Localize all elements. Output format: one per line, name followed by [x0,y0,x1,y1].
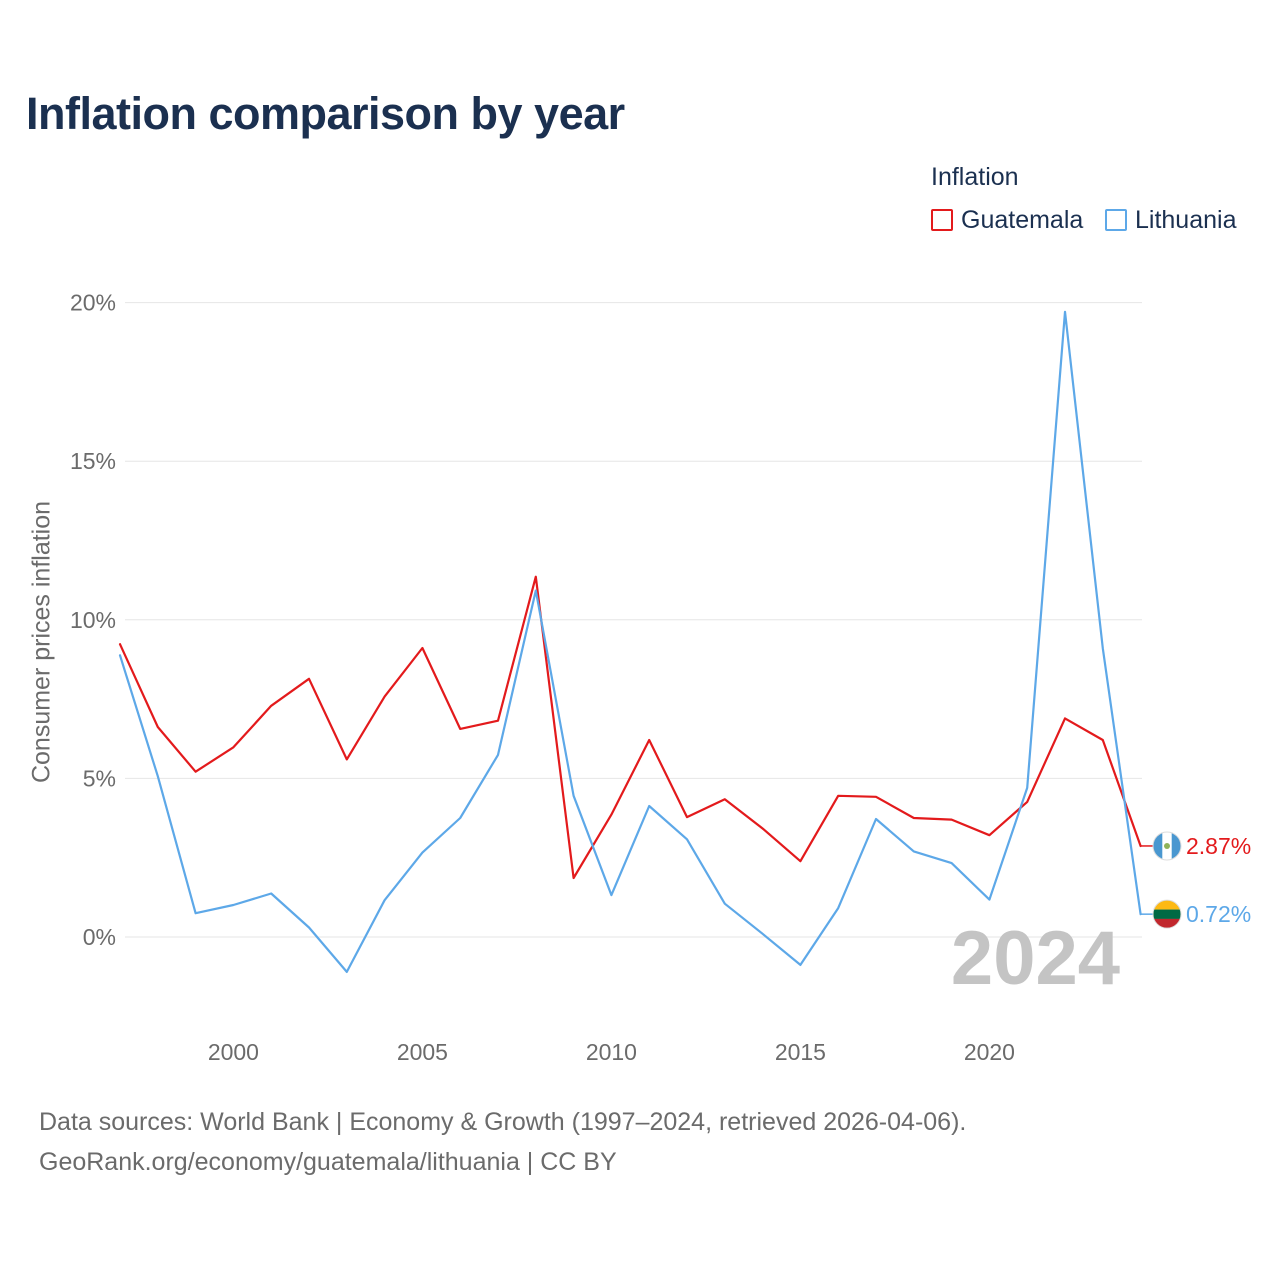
y-tick-label: 15% [70,448,116,474]
lithuania-flag-icon [1152,899,1182,929]
x-tick-label: 2005 [397,1039,448,1065]
legend-swatch-lithuania [1105,209,1127,231]
x-tick-labels: 2000 2005 2010 2015 2020 [208,1039,1015,1065]
legend-swatch-guatemala [931,209,953,231]
y-tick-label: 5% [83,765,116,791]
x-tick-label: 2020 [964,1039,1015,1065]
footer-sources: Data sources: World Bank | Economy & Gro… [39,1108,967,1136]
end-value-label-guatemala: 2.87% [1186,833,1251,859]
legend-label-lithuania: Lithuania [1135,205,1237,234]
series-line-lithuania [118,310,1142,974]
series-end-labels: 2.87% 0.72% [1140,831,1251,929]
footer-attribution: GeoRank.org/economy/guatemala/lithuania … [39,1148,617,1176]
legend-title: Inflation [931,163,1019,191]
x-tick-label: 2015 [775,1039,826,1065]
y-tick-label: 10% [70,607,116,633]
legend-item-guatemala[interactable]: Guatemala [931,205,1083,235]
end-value-label-lithuania: 0.72% [1186,901,1251,927]
y-tick-label: 0% [83,924,116,950]
guatemala-flag-icon [1152,831,1182,861]
legend-item-lithuania[interactable]: Lithuania [1105,205,1236,235]
y-tick-labels: 0% 5% 10% 15% 20% [70,290,116,950]
series-lines [118,310,1142,974]
y-tick-label: 20% [70,290,116,316]
x-tick-label: 2000 [208,1039,259,1065]
year-watermark: 2024 [951,916,1120,1001]
x-tick-label: 2010 [586,1039,637,1065]
grid-lines [125,302,1142,938]
chart-title: Inflation comparison by year [26,88,625,139]
series-line-guatemala [118,575,1142,880]
legend-label-guatemala: Guatemala [961,205,1084,234]
